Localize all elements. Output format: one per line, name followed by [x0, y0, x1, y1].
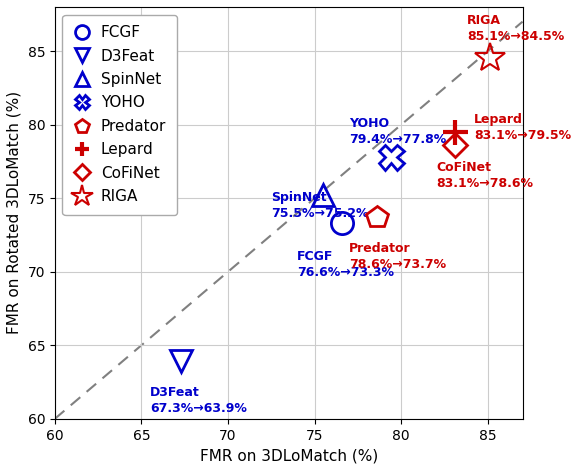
Y-axis label: FMR on Rotated 3DLoMatch (%): FMR on Rotated 3DLoMatch (%) [7, 91, 22, 335]
Text: Lepard
83.1%→79.5%: Lepard 83.1%→79.5% [474, 113, 571, 142]
Text: YOHO
79.4%→77.8%: YOHO 79.4%→77.8% [349, 117, 447, 146]
Text: D3Feat
67.3%→63.9%: D3Feat 67.3%→63.9% [150, 386, 247, 415]
Text: Predator
78.6%→73.7%: Predator 78.6%→73.7% [349, 242, 447, 271]
Legend: FCGF, D3Feat, SpinNet, YOHO, Predator, Lepard, CoFiNet, RIGA: FCGF, D3Feat, SpinNet, YOHO, Predator, L… [63, 15, 177, 215]
Text: FCGF
76.6%→73.3%: FCGF 76.6%→73.3% [298, 250, 394, 279]
Text: SpinNet
75.5%→75.2%: SpinNet 75.5%→75.2% [271, 191, 369, 220]
X-axis label: FMR on 3DLoMatch (%): FMR on 3DLoMatch (%) [200, 448, 378, 463]
Text: RIGA
85.1%→84.5%: RIGA 85.1%→84.5% [467, 14, 564, 43]
Text: CoFiNet
83.1%→78.6%: CoFiNet 83.1%→78.6% [436, 161, 533, 190]
